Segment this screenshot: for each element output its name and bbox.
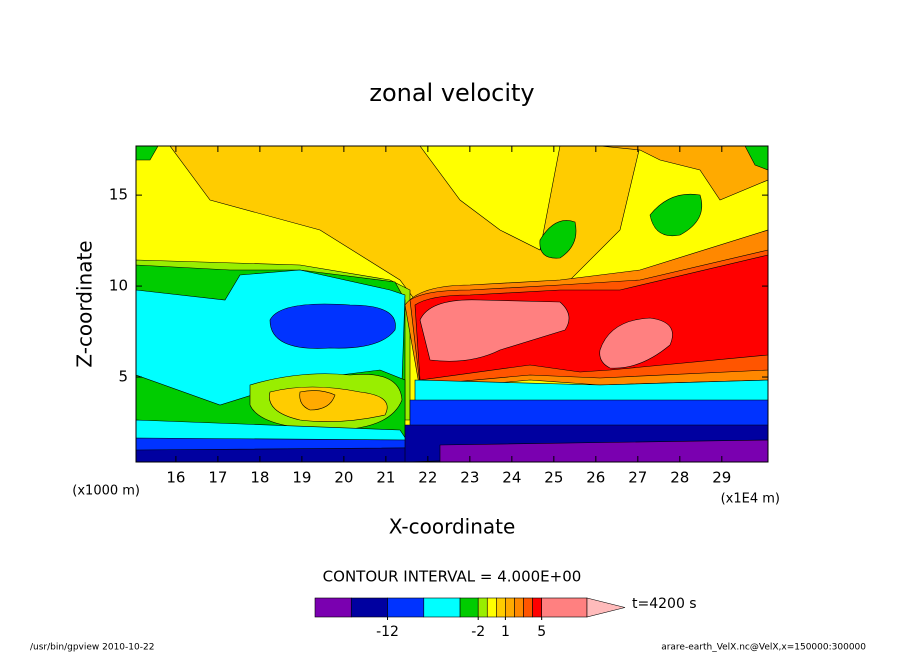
colorbar-tick-label: -2 xyxy=(471,624,485,640)
colorbar-tick-label: 5 xyxy=(537,624,546,640)
x-tick-label: 26 xyxy=(586,469,605,487)
x-tick-label: 20 xyxy=(334,469,353,487)
contour-region xyxy=(744,146,768,171)
y-tick-label: 10 xyxy=(109,277,128,295)
contour-region xyxy=(649,193,703,237)
colorbar-box xyxy=(423,597,461,618)
colorbar-box xyxy=(477,597,488,618)
colorbar-arrow xyxy=(586,597,626,618)
x-tick-label: 25 xyxy=(544,469,563,487)
contour-region xyxy=(439,439,768,462)
contour-interval: CONTOUR INTERVAL = 4.000E+00 xyxy=(323,568,582,586)
contour-region xyxy=(539,220,577,259)
x-tick-label: 18 xyxy=(250,469,269,487)
x-tick-label: 27 xyxy=(628,469,647,487)
colorbar-box xyxy=(314,597,352,618)
colorbar-box xyxy=(541,597,588,618)
plot-frame xyxy=(135,145,769,463)
x-tick-label: 21 xyxy=(376,469,395,487)
colorbar-box xyxy=(350,597,388,618)
y-tick-label: 5 xyxy=(118,368,128,386)
colorbar-box xyxy=(459,597,479,618)
contour-field xyxy=(136,146,768,462)
x-tick-label: 24 xyxy=(502,469,521,487)
x-unit: (x1E4 m) xyxy=(721,492,780,507)
x-tick-label: 16 xyxy=(166,469,185,487)
contour-region xyxy=(299,390,336,411)
contour-region xyxy=(599,317,673,369)
colorbar-tick-label: -12 xyxy=(376,624,399,640)
colorbar-box xyxy=(505,597,515,618)
colorbar-box xyxy=(523,597,533,618)
y-tick-label: 15 xyxy=(109,186,128,204)
colorbar-box xyxy=(514,597,524,618)
contour-region xyxy=(169,146,641,301)
time-label: t=4200 s xyxy=(632,596,697,612)
footer-left: /usr/bin/gpview 2010-10-22 xyxy=(30,643,154,653)
x-tick-label: 28 xyxy=(670,469,689,487)
contour-region xyxy=(269,303,396,349)
x-tick-label: 29 xyxy=(712,469,731,487)
colorbar-box xyxy=(532,597,542,618)
x-tick-label: 19 xyxy=(292,469,311,487)
contour-region xyxy=(599,146,768,201)
y-axis-label: Z-coordinate xyxy=(73,240,97,367)
colorbar-box xyxy=(486,597,497,618)
y-unit: (x1000 m) xyxy=(72,484,140,499)
x-tick-label: 23 xyxy=(460,469,479,487)
contour-region xyxy=(136,146,159,161)
footer-right: arare-earth_VelX.nc@VelX,x=150000:300000 xyxy=(661,643,866,653)
colorbar-box xyxy=(387,597,425,618)
colorbar-tick-label: 1 xyxy=(501,624,510,640)
x-axis-label: X-coordinate xyxy=(389,515,516,539)
colorbar-box xyxy=(496,597,506,618)
contour-region xyxy=(419,299,570,362)
x-tick-label: 22 xyxy=(418,469,437,487)
x-tick-label: 17 xyxy=(208,469,227,487)
chart-title: zonal velocity xyxy=(369,79,534,107)
